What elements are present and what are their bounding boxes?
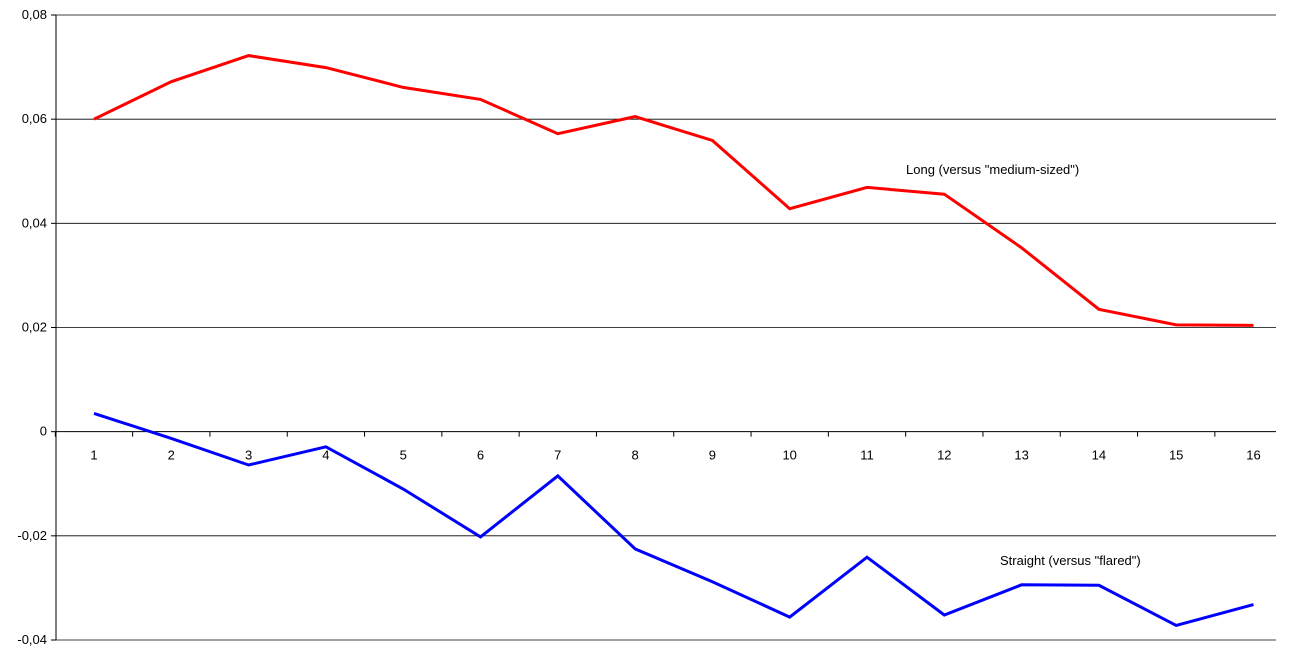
series-labels: Long (versus "medium-sized") Straight (v… (906, 162, 1141, 568)
x-tick-label: 5 (400, 448, 407, 463)
y-tick-label: 0,04 (22, 215, 47, 230)
y-tick-label: -0,02 (17, 528, 47, 543)
x-tick-label: 12 (937, 448, 951, 463)
x-tick-label: 6 (477, 448, 484, 463)
x-tick-label: 8 (631, 448, 638, 463)
y-tick-label: 0,02 (22, 320, 47, 335)
x-tick-label: 10 (782, 448, 796, 463)
y-tick-label: 0,08 (22, 7, 47, 22)
x-tick-label: 2 (168, 448, 175, 463)
y-tick-labels: -0,04 -0,02 0 0,02 0,04 0,06 0,08 (17, 7, 47, 647)
series-lines (93, 54, 1254, 627)
y-tick-label: -0,04 (17, 632, 47, 647)
x-tick-labels: 1 2 3 4 5 6 7 8 9 10 11 12 13 14 15 16 (90, 448, 1260, 463)
x-tick-label: 16 (1246, 448, 1260, 463)
series-label-straight: Straight (versus "flared") (1000, 553, 1141, 568)
x-tick-label: 15 (1169, 448, 1183, 463)
x-tick-label: 11 (860, 448, 874, 463)
gridlines (56, 14, 1276, 641)
x-tick-label: 9 (709, 448, 716, 463)
x-tick-label: 14 (1092, 448, 1106, 463)
axes (51, 14, 1276, 641)
y-tick-label: 0 (40, 424, 47, 439)
x-tick-label: 4 (322, 448, 329, 463)
x-tick-label: 13 (1014, 448, 1028, 463)
x-tick-label: 3 (245, 448, 252, 463)
x-tick-label: 7 (554, 448, 561, 463)
series-line-straight (93, 411, 1254, 627)
y-tick-label: 0,06 (22, 111, 47, 126)
series-label-long: Long (versus "medium-sized") (906, 162, 1079, 177)
series-line-long (93, 54, 1254, 327)
x-tick-label: 1 (90, 448, 97, 463)
